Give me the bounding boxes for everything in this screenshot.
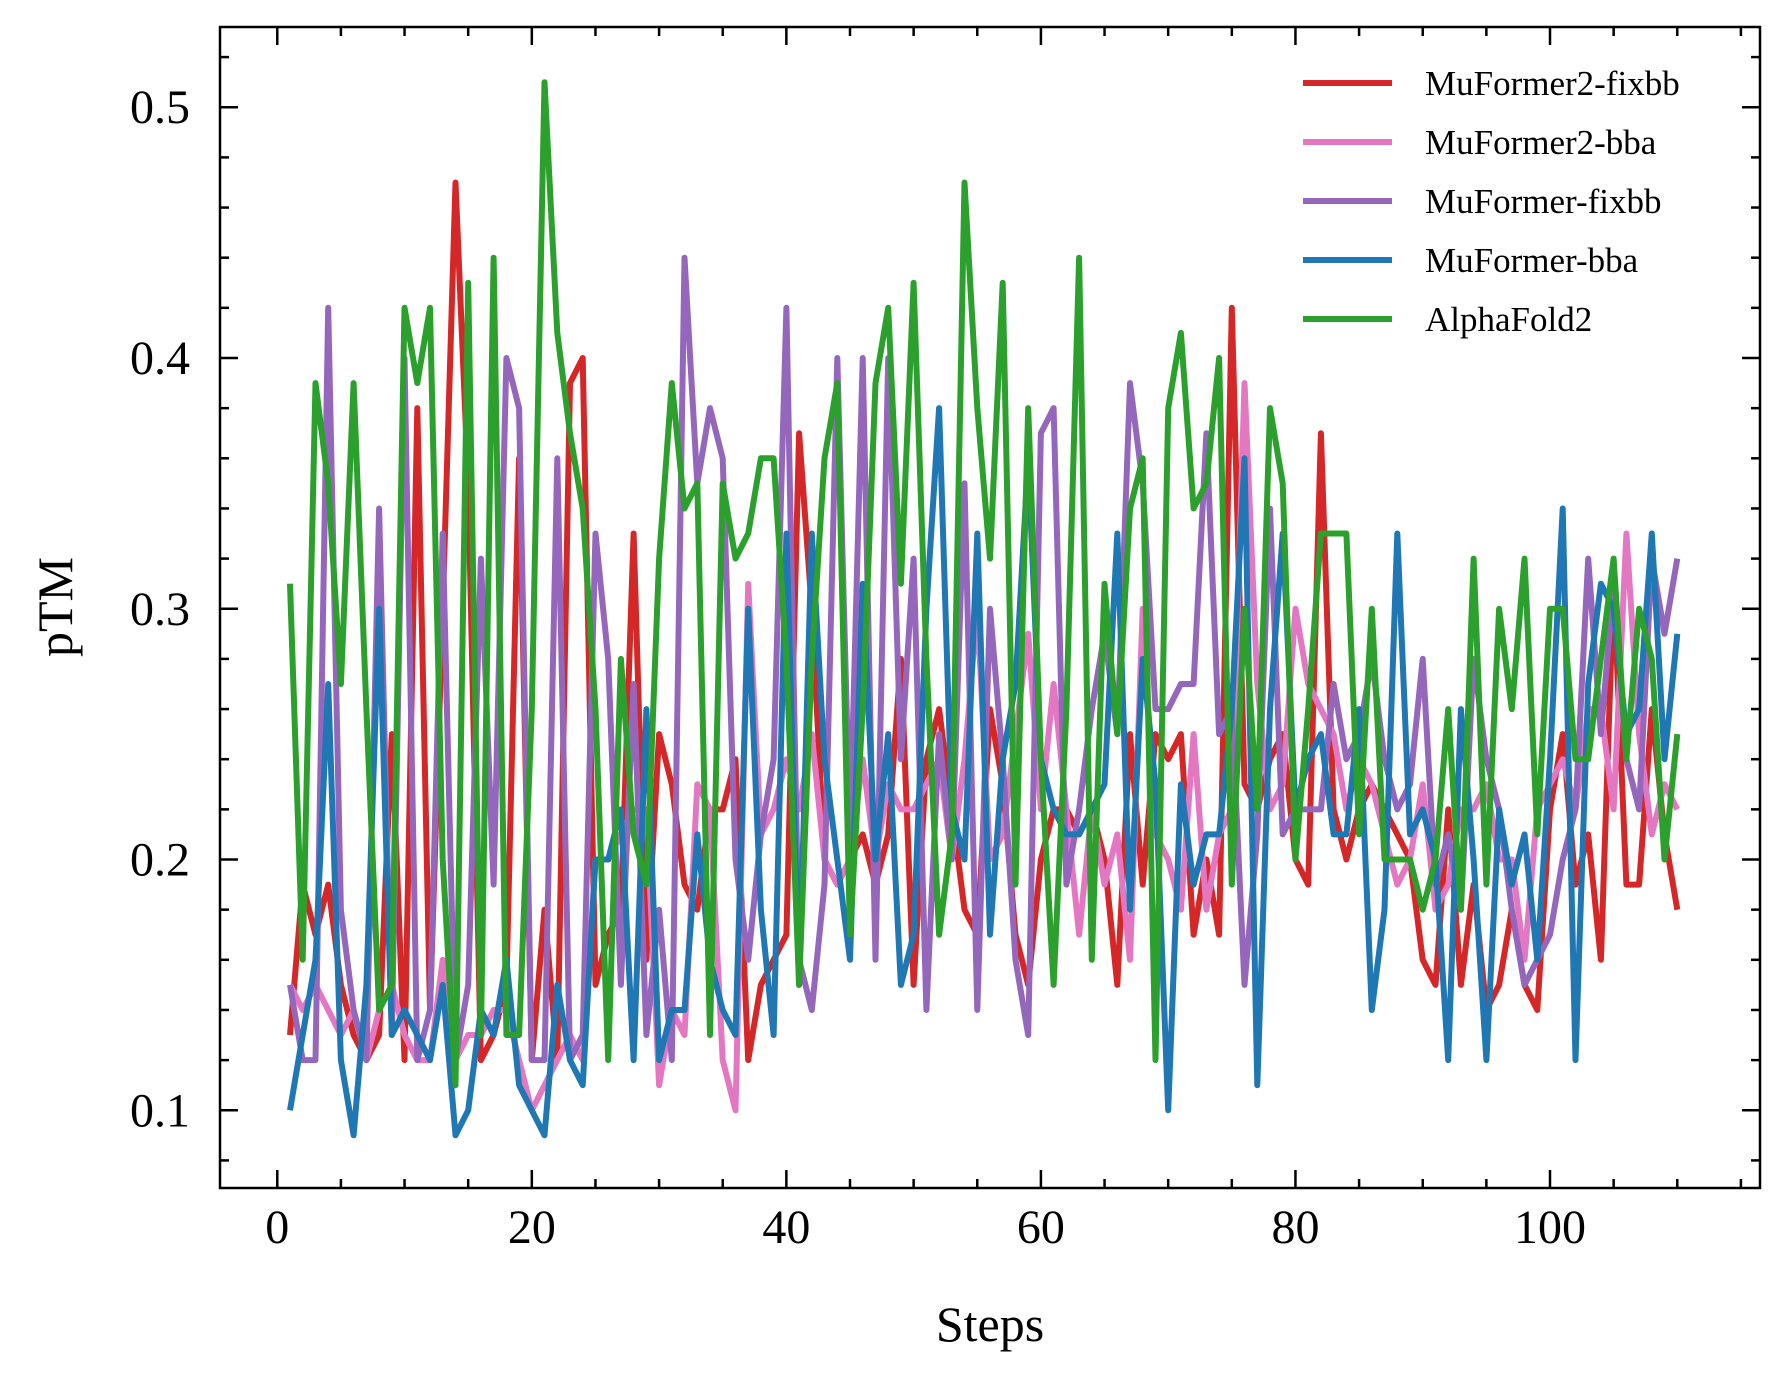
- legend: MuFormer2-fixbb MuFormer2-bba MuFormer-fix…: [1303, 64, 1680, 339]
- x-tick-label-4: 80: [1271, 1201, 1319, 1254]
- legend-label-4: MuFormer-bba: [1425, 241, 1639, 280]
- x-tick-label-5: 100: [1514, 1201, 1586, 1254]
- y-tick-label-0: 0.1: [130, 1084, 190, 1137]
- y-tick-label-4: 0.5: [130, 81, 190, 134]
- x-tick-label-1: 20: [508, 1201, 556, 1254]
- series-line-5: [287, 79, 1681, 1089]
- y-tick-label-1: 0.2: [130, 834, 190, 887]
- legend-label-1: MuFormer2-fixbb: [1425, 64, 1680, 103]
- tick-labels: 0 20 40 60 80 100 0.1 0.2 0.3 0.4 0.5: [130, 81, 1586, 1254]
- x-tick-label-3: 60: [1017, 1201, 1065, 1254]
- legend-label-2: MuFormer2-bba: [1425, 123, 1657, 162]
- plot-frame: [218, 25, 1762, 1190]
- x-axis-label: Steps: [936, 1296, 1044, 1352]
- x-tick-label-2: 40: [762, 1201, 810, 1254]
- series-line-4: [287, 405, 1681, 1139]
- y-axis-label: pTM: [27, 557, 83, 657]
- ticks-layer: [220, 27, 1760, 1188]
- x-tick-label-0: 0: [265, 1201, 289, 1254]
- legend-label-3: MuFormer-fixbb: [1425, 182, 1662, 221]
- legend-label-5: AlphaFold2: [1425, 300, 1592, 339]
- y-tick-label-3: 0.4: [130, 332, 190, 385]
- y-tick-label-2: 0.3: [130, 583, 190, 636]
- series-layer: [287, 79, 1681, 1139]
